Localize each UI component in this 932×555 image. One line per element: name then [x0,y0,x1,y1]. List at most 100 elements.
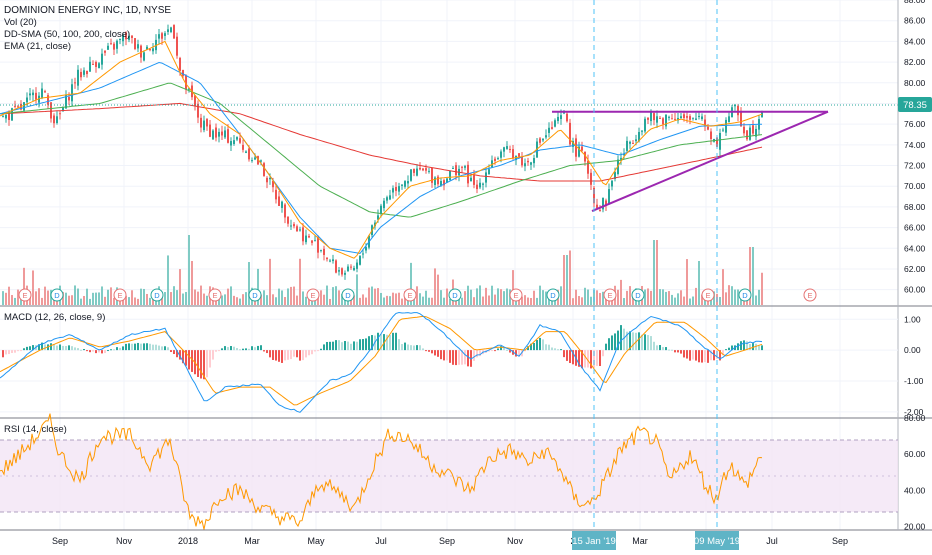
candle-body [485,172,487,183]
indicator-volume[interactable]: Vol (20) [4,17,37,28]
candle-body [431,167,433,183]
volume-bar [188,235,190,305]
candle-body [239,138,241,143]
rsi-legend[interactable]: RSI (14, close) [4,424,67,435]
candle-body [683,114,685,119]
candle-body [227,129,229,143]
indicator-ema[interactable]: EMA (21, close) [4,41,71,52]
candle-body [362,253,364,255]
macd-hist-bar [686,350,688,359]
candle-body [653,113,655,121]
sma200-line [0,102,763,182]
volume-bar [434,268,436,305]
candle-body [455,165,457,176]
volume-bar [761,272,763,305]
earnings-marker [18,288,32,302]
candle-body [230,141,232,146]
candle-body [407,181,409,184]
candle-body [2,116,4,118]
volume-bar [584,287,586,305]
candle-body [260,160,262,162]
macd-hist-bar [557,349,559,351]
dividend-marker-label: D [345,291,351,300]
earnings-marker [603,288,617,302]
candle-body [47,95,49,105]
macd-tick-label: 0.00 [904,345,921,355]
volume-bar [41,297,43,305]
volume-bar [74,285,76,305]
macd-hist-bar [230,346,232,351]
candle-body [68,97,70,101]
macd-tick-label: -1.00 [904,376,924,386]
macd-legend[interactable]: MACD (12, 26, close, 9) [4,312,105,323]
macd-hist-bar [32,345,34,351]
candle-body [299,229,301,231]
volume-bar [284,297,286,305]
macd-hist-bar [719,350,721,361]
volume-bar [305,296,307,305]
candle-body [638,132,640,142]
macd-hist-bar [104,350,106,354]
volume-bar [653,240,655,305]
macd-hist-bar [185,350,187,366]
dividend-marker-label: D [54,291,60,300]
volume-bar [578,296,580,305]
rsi-tick-label: 60.00 [904,449,926,459]
macd-hist-bar [692,350,694,360]
candle-body [152,48,154,52]
earnings-marker [113,288,127,302]
volume-bar [362,294,364,305]
volume-bar [596,290,598,305]
volume-bar [752,247,754,305]
candle-body [584,151,586,162]
candle-body [623,153,625,156]
candle-body [491,160,493,168]
candle-body [221,131,223,136]
candle-body [710,131,712,140]
macd-hist-bar [347,341,349,351]
macd-hist-bar [572,350,574,365]
price-tick-label: 66.00 [904,223,926,233]
macd-hist-bar [152,344,154,351]
volume-bar [506,288,508,305]
candle-body [326,257,328,260]
macd-hist-bar [68,345,70,351]
volume-bar [581,297,583,305]
volume-bar [494,294,496,305]
candle-body [644,118,646,132]
candle-body [392,188,394,193]
volume-bar [488,295,490,305]
macd-hist-bar [314,350,316,352]
volume-bar [146,293,148,305]
indicator-sma[interactable]: DD-SMA (50, 100, 200, close) [4,29,130,40]
macd-tick-label: 1.00 [904,314,921,324]
volume-bar [671,294,673,305]
candle-body [206,119,208,127]
volume-bar [620,279,622,305]
macd-hist-bar [170,350,172,352]
candle-body [287,216,289,224]
candle-body [608,189,610,205]
volume-bar [560,286,562,305]
candle-body [161,33,163,39]
candle-body [707,126,709,130]
candle-body [347,266,349,272]
macd-hist-bar [248,348,250,351]
candle-body [101,53,103,65]
candle-body [134,38,136,50]
price-tick-label: 72.00 [904,161,926,171]
macd-hist-bar [620,325,622,351]
macd-hist-bar [302,350,304,361]
candle-body [740,112,742,127]
volume-bar [359,297,361,305]
marker-date-box-1: 15 Jan '19 [572,531,616,550]
candle-body [335,260,337,273]
macd-hist-bar [122,346,124,351]
candle-body [692,117,694,119]
volume-bar [377,288,379,305]
symbol-title[interactable]: DOMINION ENERGY INC, 1D, NYSE [4,5,171,16]
earnings-marker-label: E [22,291,27,300]
macd-hist-bar [449,350,451,363]
volume-bar [440,290,442,305]
